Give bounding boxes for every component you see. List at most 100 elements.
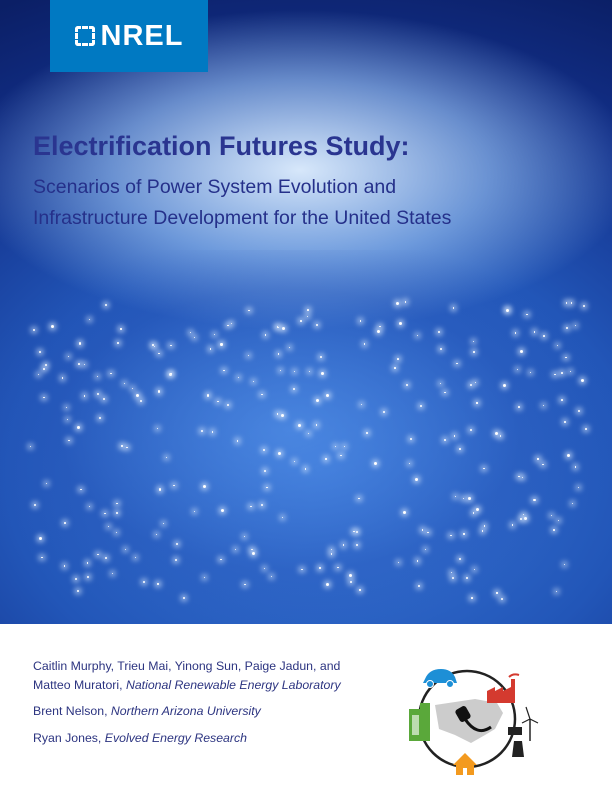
city-light (359, 589, 361, 591)
nrel-logo: NREL (50, 0, 208, 72)
author-names: Ryan Jones, (33, 731, 105, 745)
city-light (44, 363, 47, 366)
city-light (452, 307, 455, 310)
city-light (530, 371, 532, 373)
city-light (315, 399, 319, 403)
city-light (61, 377, 64, 379)
city-light (416, 334, 419, 337)
city-light (211, 431, 214, 433)
city-light (569, 370, 571, 372)
city-light (444, 439, 447, 442)
city-light (38, 537, 42, 541)
city-light (223, 369, 225, 372)
city-light (276, 413, 279, 415)
city-light (340, 454, 342, 457)
city-light (277, 353, 280, 355)
city-light (83, 395, 86, 398)
city-light (373, 462, 377, 466)
city-light (542, 404, 545, 407)
city-light (76, 589, 79, 592)
city-light (293, 387, 296, 390)
city-light (126, 446, 129, 449)
city-light (414, 478, 418, 482)
city-light (293, 460, 296, 462)
affiliation: Evolved Energy Research (104, 731, 247, 745)
city-light (583, 304, 586, 307)
city-light (158, 390, 161, 393)
city-light (459, 557, 462, 560)
city-light (270, 576, 272, 578)
city-light (356, 531, 359, 534)
city-light (402, 511, 406, 515)
city-light (176, 542, 179, 545)
city-light (33, 503, 36, 506)
city-light (301, 568, 303, 571)
city-light (522, 513, 525, 516)
city-light (262, 449, 265, 452)
city-light (183, 596, 186, 599)
city-light (439, 382, 442, 385)
city-light (542, 463, 545, 466)
city-light (120, 328, 122, 330)
city-light (132, 388, 134, 390)
city-light (194, 337, 196, 339)
city-light (470, 597, 473, 599)
city-light (264, 469, 267, 472)
city-light (45, 482, 47, 485)
city-light (158, 488, 161, 491)
city-light (516, 368, 519, 371)
city-light (238, 377, 240, 379)
city-light (77, 425, 81, 429)
city-light (467, 497, 471, 501)
city-light (574, 466, 577, 468)
city-light (307, 308, 309, 311)
city-light (499, 435, 501, 437)
city-light (260, 504, 263, 507)
city-light (437, 330, 440, 333)
city-light (474, 568, 476, 570)
city-light (501, 598, 504, 601)
city-light (505, 309, 509, 313)
city-light (494, 432, 498, 436)
city-light (251, 549, 253, 551)
wind-turbine-icon (521, 706, 539, 741)
city-light (325, 394, 329, 398)
car-icon (423, 669, 457, 688)
solar-panel-icon (508, 727, 522, 735)
authors-nrel: Caitlin Murphy, Trieu Mai, Yinong Sun, P… (33, 657, 341, 695)
city-light (363, 343, 366, 345)
city-light (570, 302, 573, 304)
city-light (398, 562, 400, 564)
us-map-lights (0, 250, 612, 624)
city-light (476, 402, 478, 404)
city-light (558, 520, 560, 522)
city-light (162, 522, 164, 525)
city-light (315, 424, 318, 426)
nrel-logo-text: NREL (100, 19, 184, 52)
city-light (116, 503, 118, 505)
city-light (231, 323, 233, 325)
city-light (68, 355, 70, 357)
city-light (561, 372, 564, 374)
city-light (470, 428, 473, 431)
city-light (116, 512, 119, 514)
city-light (189, 332, 192, 334)
city-light (104, 303, 107, 306)
city-light (170, 372, 172, 374)
city-light (524, 516, 528, 520)
city-light (574, 324, 576, 326)
city-light (30, 446, 32, 448)
city-light (506, 308, 508, 310)
city-light (306, 315, 309, 318)
city-light (565, 302, 568, 304)
city-light (451, 571, 453, 574)
city-light (393, 367, 396, 369)
city-light (220, 343, 223, 346)
affiliation: National Renewable Energy Laboratory (125, 678, 341, 692)
city-light (300, 319, 303, 322)
city-light (444, 391, 447, 394)
city-light (96, 376, 98, 378)
city-light (156, 427, 159, 430)
city-light (99, 417, 102, 419)
city-light (169, 344, 172, 347)
